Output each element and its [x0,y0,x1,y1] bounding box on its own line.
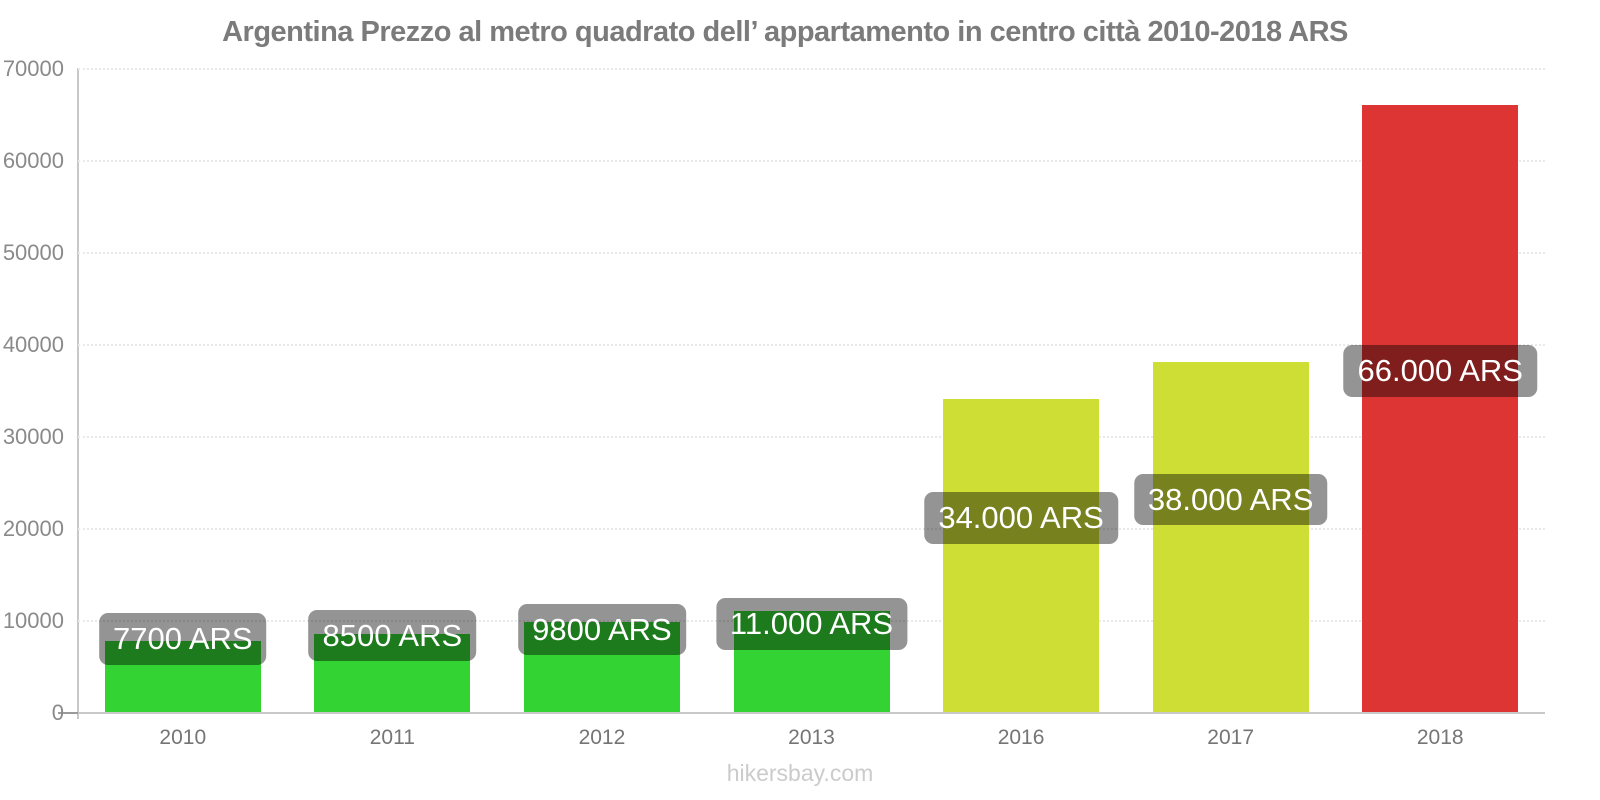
bar-value-label-2013: 11.000 ARS [715,598,908,650]
gridline-30000 [78,436,1545,438]
gridline-70000 [78,68,1545,70]
x-tick-label-2018: 2018 [1416,726,1464,749]
x-tick-label-2016: 2016 [997,726,1045,749]
bar-value-label-2017: 38.000 ARS [1133,473,1328,525]
gridline-50000 [78,252,1545,254]
x-axis-line [78,712,1545,714]
bar-value-label-2018: 66.000 ARS [1343,345,1537,397]
watermark: hikersbay.com [726,760,874,786]
bar-value-label-2012: 9800 ARS [518,603,686,655]
bar-value-label-2016: 34.000 ARS [924,492,1118,544]
bar-value-label-2011: 8500 ARS [308,609,477,661]
y-tick-label-0: 0 [51,700,64,725]
bar-2013[interactable]: 11.000 ARS [715,598,908,712]
gridline-40000 [78,344,1545,346]
bar-2018[interactable]: 66.000 ARS [1343,105,1537,712]
gridline-20000 [78,528,1545,530]
x-tick-label-2017: 2017 [1207,726,1254,749]
bar-2011[interactable]: 8500 ARS [308,609,477,712]
bar-2017[interactable]: 38.000 ARS [1133,362,1328,712]
y-tick-label-20000: 20000 [2,516,64,541]
y-axis-line [77,68,79,719]
zero-tick-mark [58,712,78,714]
y-tick-label-70000: 70000 [2,56,64,81]
bar-value-label-2010: 7700 ARS [98,613,267,665]
gridline-60000 [78,160,1545,162]
y-tick-label-40000: 40000 [2,332,64,357]
y-tick-label-30000: 30000 [2,424,64,449]
x-tick-label-2010: 2010 [159,726,207,749]
bar-2012[interactable]: 9800 ARS [518,603,686,712]
x-tick-label-2012: 2012 [578,726,626,749]
y-tick-label-60000: 60000 [2,148,64,173]
bar-2016[interactable]: 34.000 ARS [924,399,1118,712]
y-tick-label-10000: 10000 [2,608,64,633]
x-tick-label-2011: 2011 [369,726,415,749]
x-tick-label-2013: 2013 [788,726,835,749]
bar-2010[interactable]: 7700 ARS [98,613,267,712]
y-tick-label-50000: 50000 [2,240,64,265]
chart-title: Argentina Prezzo al metro quadrato dell’… [222,16,1348,48]
